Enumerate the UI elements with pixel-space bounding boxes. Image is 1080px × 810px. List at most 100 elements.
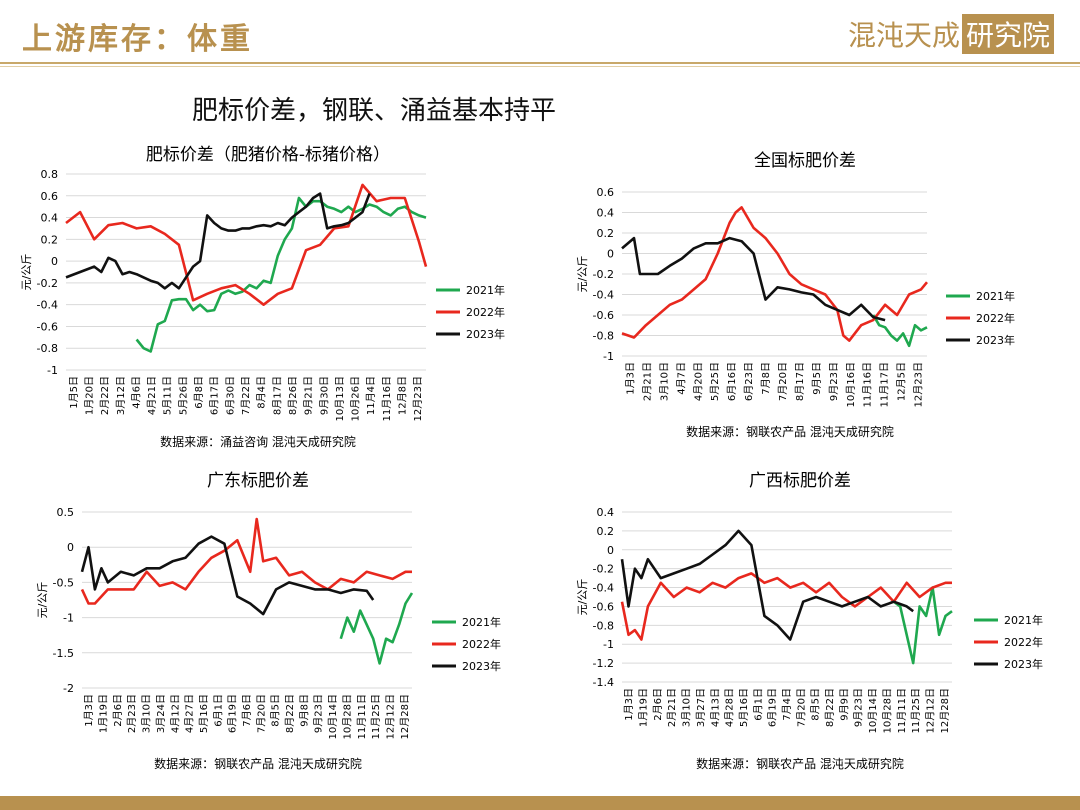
x-tick-label: 4月27日	[184, 694, 196, 733]
chart-guangxi-fat-spread: 广西标肥价差 0.4 0.2 0 -0.2 -0.4 -0.6 -0.8 -1 -1.2 -1.4 元…	[576, 471, 1043, 771]
x-tick-label: 4月13日	[709, 688, 721, 727]
series-line-2022年	[80, 517, 412, 605]
x-tick-label: 8月5日	[810, 688, 822, 721]
x-tick-label: 5月16日	[198, 694, 210, 733]
y-tick-label: -0.6	[37, 320, 58, 333]
x-tick-label: 11月17日	[879, 362, 891, 407]
x-tick-label: 11月11日	[896, 688, 908, 733]
x-tick-label: 11月11日	[356, 694, 368, 739]
y-tick-label: 0.2	[41, 233, 59, 246]
x-tick-label: 12月28日	[939, 688, 951, 733]
x-tick-label: 8月26日	[287, 376, 299, 415]
x-tick-label: 2月6日	[652, 688, 664, 721]
y-tick-label: 0.5	[57, 506, 75, 519]
x-tick-label: 7月22日	[240, 376, 252, 415]
x-tick-label: 10月16日	[845, 362, 857, 407]
x-tick-label: 1月19日	[638, 688, 650, 727]
y-tick-label: 0.4	[597, 506, 615, 519]
y-tick-label: -0.4	[593, 289, 614, 302]
x-tick-label: 3月24日	[155, 694, 167, 733]
series-line-2021年	[872, 314, 928, 348]
y-tick-label: -0.6	[593, 600, 614, 613]
x-tick-label: 9月23日	[828, 362, 840, 401]
x-tick-label: 9月21日	[303, 376, 315, 415]
x-tick-label: 3月27日	[695, 688, 707, 727]
x-tick-label: 2月6日	[112, 694, 124, 727]
x-tick-label: 12月23日	[913, 362, 925, 407]
y-tick-label: -1	[603, 350, 614, 363]
x-tick-label: 4月7日	[675, 362, 687, 395]
x-tick-label: 5月25日	[709, 362, 721, 401]
x-tick-label: 2月21日	[666, 688, 678, 727]
legend-label: 2023年	[1004, 657, 1043, 671]
chart-source-note: 数据来源：钢联农产品 混沌天成研究院	[696, 756, 904, 771]
x-tick-label: 7月20日	[255, 694, 267, 733]
x-tick-label: 1月3日	[83, 694, 95, 727]
x-tick-label: 9月23日	[313, 694, 325, 733]
series-line-2023年	[65, 192, 371, 290]
x-tick-label: 6月17日	[209, 376, 221, 415]
x-tick-label: 9月23日	[853, 688, 865, 727]
y-tick-label: -1	[603, 638, 614, 651]
x-tick-label: 10月13日	[334, 376, 346, 421]
y-tick-label: -1.4	[593, 676, 614, 689]
y-tick-label: 0	[51, 255, 58, 268]
x-tick-label: 3月12日	[115, 376, 127, 415]
x-tick-label: 6月19日	[767, 688, 779, 727]
legend-label: 2021年	[1004, 613, 1043, 627]
chart-national-fat-spread-yongyi: 肥标价差（肥猪价格-标猪价格） 0.8 0.6 0.4 0.2 0 -0.2 -0.4 -0.6…	[20, 145, 505, 449]
legend-label: 2022年	[466, 305, 505, 319]
legend-label: 2022年	[976, 311, 1015, 325]
x-tick-label: 12月28日	[399, 694, 411, 739]
series-line-2022年	[620, 572, 952, 641]
x-tick-label: 1月3日	[623, 688, 635, 721]
x-tick-label: 7月4日	[781, 688, 793, 721]
x-tick-label: 6月23日	[743, 362, 755, 401]
y-tick-label: -0.4	[37, 299, 58, 312]
y-tick-label: 0	[67, 541, 74, 554]
y-tick-label: -1.5	[53, 647, 74, 660]
y-tick-label: -1	[47, 364, 58, 377]
header-divider	[0, 62, 1080, 64]
series-line-2023年	[80, 535, 375, 616]
x-tick-label: 8月17日	[794, 362, 806, 401]
legend-label: 2021年	[462, 615, 501, 629]
x-tick-label: 11月4日	[365, 376, 377, 415]
chart-title: 广东标肥价差	[207, 471, 309, 491]
y-tick-label: -1.2	[593, 657, 614, 670]
x-tick-label: 4月12日	[169, 694, 181, 733]
y-tick-label: -2	[63, 682, 74, 695]
legend-label: 2023年	[466, 327, 505, 341]
x-tick-label: 8月17日	[271, 376, 283, 415]
chart-title: 广西标肥价差	[749, 471, 851, 491]
chart-source-note: 数据来源：钢联农产品 混沌天成研究院	[686, 424, 894, 439]
x-tick-label: 9月9日	[838, 688, 850, 721]
x-tick-label: 9月5日	[811, 362, 823, 395]
chart-source-note: 数据来源：涌益咨询 混沌天成研究院	[160, 434, 356, 449]
x-tick-label: 4月20日	[692, 362, 704, 401]
x-tick-label: 10月28日	[341, 694, 353, 739]
x-tick-label: 9月30日	[318, 376, 330, 415]
x-tick-label: 12月5日	[896, 362, 908, 401]
series-line-2023年	[621, 236, 886, 322]
x-tick-label: 5月16日	[738, 688, 750, 727]
y-tick-label: 0.4	[597, 207, 615, 220]
legend-label: 2023年	[976, 333, 1015, 347]
x-tick-label: 4月6日	[130, 376, 142, 409]
x-tick-label: 2月21日	[641, 362, 653, 401]
x-tick-label: 8月5日	[270, 694, 282, 727]
x-tick-label: 3月10日	[658, 362, 670, 401]
y-tick-label: -0.4	[593, 582, 614, 595]
x-tick-label: 10月14日	[867, 688, 879, 733]
chart-national-fat-spread-mysteel: 全国标肥价差 0.6 0.4 0.2 0 -0.2 -0.4 -0.6 -0.8 -1 元/公斤 1月…	[576, 151, 1015, 439]
x-tick-label: 11月16日	[862, 362, 874, 407]
y-tick-label: -0.8	[593, 330, 614, 343]
chart-source-note: 数据来源：钢联农产品 混沌天成研究院	[154, 756, 362, 771]
x-tick-label: 7月20日	[777, 362, 789, 401]
x-tick-label: 1月3日	[624, 362, 636, 395]
slide-headline: 肥标价差，钢联、涌益基本持平	[192, 96, 557, 126]
x-tick-label: 5月11日	[162, 376, 174, 415]
y-tick-label: 0	[607, 248, 614, 261]
legend-label: 2022年	[1004, 635, 1043, 649]
header-divider-thin	[0, 66, 1080, 67]
